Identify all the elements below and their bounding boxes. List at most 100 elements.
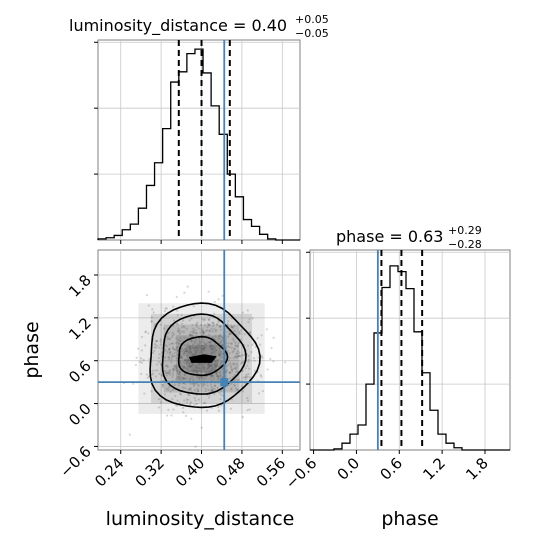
scatter-point: [212, 344, 215, 347]
scatter-point: [189, 350, 192, 353]
scatter-point: [179, 378, 183, 381]
scatter-point: [198, 339, 201, 342]
scatter-point: [246, 344, 250, 347]
scatter-point: [213, 346, 216, 350]
scatter-point: [193, 364, 196, 367]
scatter-point: [185, 350, 188, 353]
scatter-point: [195, 367, 198, 370]
scatter-point: [213, 328, 216, 331]
scatter-point: [214, 361, 217, 364]
scatter-point: [201, 331, 205, 334]
scatter-point: [192, 354, 195, 357]
scatter-point: [184, 367, 187, 370]
scatter-point: [219, 328, 223, 331]
scatter-point: [202, 330, 205, 333]
x-tick-label-luminosity-distance: 0.32: [132, 454, 168, 490]
scatter-point: [203, 343, 207, 346]
scatter-point: [183, 377, 186, 380]
scatter-point: [242, 376, 245, 379]
scatter-point: [243, 333, 246, 336]
scatter-point: [195, 345, 198, 349]
scatter-point: [246, 309, 249, 312]
scatter-point: [135, 356, 138, 359]
scatter-point: [208, 370, 211, 373]
y-tick-label-phase: 0.0: [65, 400, 95, 430]
scatter-point: [173, 366, 176, 369]
scatter-point: [259, 374, 262, 377]
scatter-point: [197, 383, 200, 386]
x-tick-label-luminosity-distance: 0.24: [91, 454, 127, 490]
scatter-point: [219, 325, 222, 328]
scatter-point: [145, 294, 148, 297]
scatter-point: [228, 352, 231, 355]
scatter-point: [245, 376, 248, 379]
scatter-point: [167, 372, 171, 375]
scatter-point: [201, 329, 204, 332]
scatter-point: [178, 331, 182, 334]
scatter-point: [171, 331, 174, 334]
scatter-point: [247, 372, 250, 376]
scatter-point: [185, 401, 189, 404]
scatter-point: [150, 390, 153, 393]
scatter-point: [177, 327, 180, 330]
scatter-point: [183, 353, 186, 356]
scatter-point: [218, 334, 221, 338]
scatter-point: [202, 331, 205, 334]
scatter-point: [245, 373, 248, 376]
scatter-point: [210, 389, 213, 392]
scatter-point: [220, 404, 223, 407]
scatter-point: [188, 394, 191, 397]
scatter-point: [211, 374, 214, 377]
scatter-point: [201, 352, 204, 355]
scatter-point: [236, 388, 240, 392]
scatter-point: [171, 368, 175, 371]
scatter-point: [189, 346, 192, 349]
scatter-point: [203, 345, 207, 349]
scatter-point: [207, 364, 211, 367]
scatter-point: [217, 363, 220, 366]
scatter-point: [201, 345, 204, 348]
scatter-point: [174, 364, 177, 367]
scatter-point: [183, 365, 186, 368]
scatter-point: [181, 356, 184, 360]
scatter-point: [212, 374, 215, 377]
scatter-point: [177, 372, 180, 376]
scatter-point: [218, 325, 221, 328]
scatter-point: [191, 382, 194, 385]
scatter-point: [208, 345, 212, 348]
scatter-point: [199, 345, 203, 348]
scatter-point: [185, 327, 188, 330]
scatter-point: [187, 393, 190, 396]
scatter-point: [208, 340, 211, 344]
scatter-point: [193, 396, 196, 400]
scatter-point: [175, 346, 178, 349]
scatter-point: [231, 337, 234, 340]
scatter-point: [215, 364, 218, 367]
panel-frame: [97, 39, 301, 241]
scatter-point: [153, 342, 157, 345]
scatter-point: [164, 369, 167, 373]
scatter-point: [179, 336, 182, 339]
scatter-point: [227, 333, 231, 336]
phase-histogram-panel: −0.6 0.0 0.6 1.2 1.8: [282, 249, 511, 493]
scatter-point: [219, 349, 222, 352]
scatter-point: [220, 351, 223, 354]
scatter-point: [256, 337, 259, 340]
scatter-point: [246, 364, 249, 367]
scatter-point: [178, 371, 181, 374]
panel-frame: [97, 249, 301, 451]
scatter-point: [205, 370, 208, 373]
scatter-point: [194, 347, 197, 350]
scatter-point: [247, 358, 251, 361]
scatter-point: [208, 340, 212, 344]
scatter-point: [201, 383, 204, 386]
scatter-point: [194, 351, 197, 354]
scatter-point: [188, 346, 191, 349]
luminosity-distance-title: luminosity_distance = 0.40: [69, 16, 287, 36]
scatter-point: [180, 363, 183, 366]
scatter-point: [176, 370, 179, 373]
scatter-point: [187, 365, 190, 368]
scatter-point: [192, 353, 195, 356]
scatter-point: [210, 351, 213, 354]
scatter-point: [209, 345, 212, 348]
